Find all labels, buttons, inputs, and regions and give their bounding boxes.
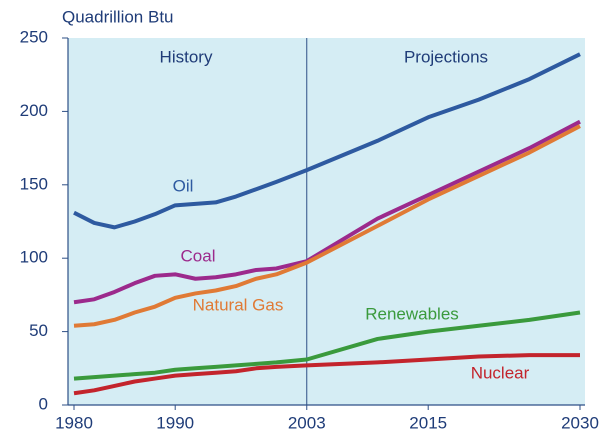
series-label: Natural Gas xyxy=(193,295,284,314)
annotation: History xyxy=(160,47,213,66)
y-axis-label: Quadrillion Btu xyxy=(62,7,174,26)
annotation: Projections xyxy=(404,47,488,66)
y-tick-label: 0 xyxy=(39,394,48,413)
series-label: Oil xyxy=(173,176,194,195)
plot-background xyxy=(68,38,585,405)
series-label: Nuclear xyxy=(471,363,530,382)
series-label: Renewables xyxy=(365,304,459,323)
y-tick-label: 200 xyxy=(20,101,48,120)
x-tick-label: 1990 xyxy=(156,413,194,432)
x-tick-label: 2015 xyxy=(409,413,447,432)
x-tick-label: 2003 xyxy=(288,413,326,432)
y-tick-label: 250 xyxy=(20,27,48,46)
x-tick-label: 2030 xyxy=(561,413,599,432)
x-tick-label: 1980 xyxy=(55,413,93,432)
y-tick-label: 50 xyxy=(29,321,48,340)
chart: Quadrillion Btu History Projections 0 50 1… xyxy=(0,0,606,438)
y-tick-label: 150 xyxy=(20,174,48,193)
series-label: Coal xyxy=(181,246,216,265)
y-tick-label: 100 xyxy=(20,248,48,267)
